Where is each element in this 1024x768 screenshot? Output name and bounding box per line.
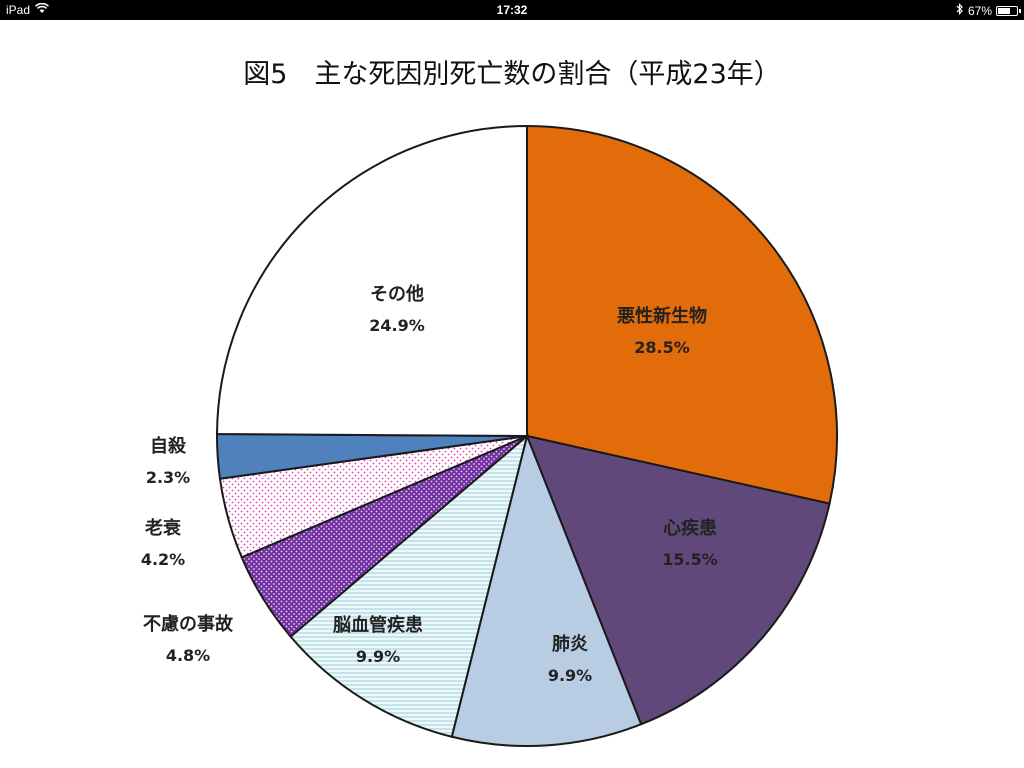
- slice-label: 不慮の事故: [143, 613, 234, 635]
- slice-label: 老衰: [145, 517, 182, 539]
- slice-value-label: 4.2%: [141, 550, 185, 569]
- pie-slice-2: [525, 434, 831, 726]
- slice-value-label: 15.5%: [662, 550, 718, 569]
- status-right: 67%: [956, 3, 1021, 18]
- slice-value-label: 28.5%: [634, 338, 690, 357]
- battery-icon: [996, 5, 1021, 16]
- slice-value-label: 9.9%: [356, 647, 400, 666]
- pie-slice-4: [289, 433, 529, 738]
- wifi-icon: [35, 2, 49, 17]
- status-left: iPad: [6, 2, 49, 17]
- bluetooth-icon: [956, 3, 964, 18]
- battery-fill: [998, 7, 1010, 14]
- battery-percent: 67%: [967, 3, 992, 18]
- slice-label: 心疾患: [663, 517, 717, 539]
- status-bar: iPad 17:32 67%: [0, 0, 1024, 20]
- slice-value-label: 24.9%: [369, 316, 425, 335]
- slice-value-label: 4.8%: [166, 646, 210, 665]
- slice-label: その他: [370, 283, 424, 305]
- slice-label: 脳血管疾患: [333, 614, 423, 636]
- slice-label: 肺炎: [552, 634, 588, 655]
- pie-slice-1: [526, 124, 838, 505]
- slice-label: 悪性新生物: [617, 305, 707, 327]
- pie-slice-8: [216, 124, 528, 438]
- pie-slice-3: [450, 432, 643, 747]
- slice-value-label: 2.3%: [146, 468, 190, 487]
- status-time: 17:32: [496, 3, 528, 17]
- slice-value-label: 9.9%: [548, 666, 592, 685]
- chart-title: 図5 主な死因別死亡数の割合（平成23年）: [243, 59, 781, 90]
- device-name: iPad: [6, 3, 31, 17]
- slice-label: 自殺: [150, 435, 187, 457]
